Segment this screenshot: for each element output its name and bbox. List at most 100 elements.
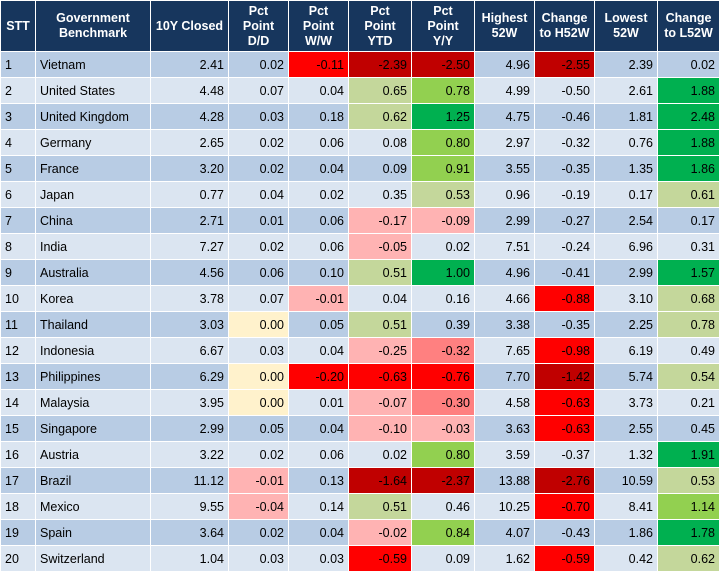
cell-pct-ytd: 0.02 <box>348 441 412 468</box>
cell-stt: 8 <box>0 233 36 260</box>
cell-highest-52w: 3.38 <box>474 311 535 338</box>
cell-pct-ww: 0.03 <box>288 545 349 572</box>
cell-10y-closed: 2.41 <box>150 51 229 78</box>
cell-pct-ww: 0.18 <box>288 103 349 130</box>
table-row: 7 China 2.71 0.01 0.06 -0.17 -0.09 2.99 -0.27 2.5… <box>0 207 720 234</box>
cell-pct-ww: 0.14 <box>288 493 349 520</box>
header-stt: STT <box>0 0 36 52</box>
cell-10y-closed: 6.29 <box>150 363 229 390</box>
cell-pct-ww: -0.11 <box>288 51 349 78</box>
cell-change-h52w: -2.76 <box>534 467 595 494</box>
cell-pct-dd: 0.02 <box>228 51 289 78</box>
cell-pct-ytd: -1.64 <box>348 467 412 494</box>
cell-pct-yy: -2.37 <box>411 467 475 494</box>
cell-change-h52w: -2.55 <box>534 51 595 78</box>
cell-highest-52w: 2.99 <box>474 207 535 234</box>
cell-country: Malaysia <box>35 389 151 416</box>
cell-10y-closed: 11.12 <box>150 467 229 494</box>
cell-change-h52w: -0.46 <box>534 103 595 130</box>
cell-10y-closed: 0.77 <box>150 181 229 208</box>
cell-lowest-52w: 6.19 <box>594 337 658 364</box>
cell-pct-dd: -0.04 <box>228 493 289 520</box>
table-body: 1 Vietnam 2.41 0.02 -0.11 -2.39 -2.50 4.96 -2.55… <box>0 51 720 572</box>
header-benchmark: Government Benchmark <box>35 0 151 52</box>
cell-10y-closed: 3.95 <box>150 389 229 416</box>
cell-country: Vietnam <box>35 51 151 78</box>
cell-stt: 14 <box>0 389 36 416</box>
cell-change-h52w: -0.41 <box>534 259 595 286</box>
cell-highest-52w: 1.62 <box>474 545 535 572</box>
table-row: 20 Switzerland 1.04 0.03 0.03 -0.59 0.09 1.62 -0… <box>0 545 720 572</box>
cell-pct-ytd: -0.17 <box>348 207 412 234</box>
cell-change-h52w: -0.24 <box>534 233 595 260</box>
cell-change-l52w: 0.49 <box>657 337 720 364</box>
cell-10y-closed: 2.71 <box>150 207 229 234</box>
cell-highest-52w: 0.96 <box>474 181 535 208</box>
cell-change-h52w: -0.59 <box>534 545 595 572</box>
cell-country: Switzerland <box>35 545 151 572</box>
cell-lowest-52w: 10.59 <box>594 467 658 494</box>
cell-country: Singapore <box>35 415 151 442</box>
header-change-l52w: Change to L52W <box>657 0 720 52</box>
cell-highest-52w: 4.96 <box>474 51 535 78</box>
cell-pct-ytd: 0.65 <box>348 77 412 104</box>
cell-highest-52w: 3.55 <box>474 155 535 182</box>
cell-country: Austria <box>35 441 151 468</box>
cell-pct-ww: 0.06 <box>288 441 349 468</box>
cell-stt: 7 <box>0 207 36 234</box>
table-row: 9 Australia 4.56 0.06 0.10 0.51 1.00 4.96 -0.41 2… <box>0 259 720 286</box>
cell-country: Brazil <box>35 467 151 494</box>
cell-pct-yy: 0.91 <box>411 155 475 182</box>
cell-pct-dd: 0.02 <box>228 441 289 468</box>
cell-10y-closed: 1.04 <box>150 545 229 572</box>
header-change-h52w: Change to H52W <box>534 0 595 52</box>
cell-change-l52w: 0.54 <box>657 363 720 390</box>
cell-lowest-52w: 0.42 <box>594 545 658 572</box>
header-pct-ww: Pct Point W/W <box>288 0 349 52</box>
cell-pct-yy: 1.25 <box>411 103 475 130</box>
cell-pct-yy: 0.46 <box>411 493 475 520</box>
cell-pct-ww: 0.04 <box>288 415 349 442</box>
cell-stt: 9 <box>0 259 36 286</box>
cell-stt: 17 <box>0 467 36 494</box>
cell-change-l52w: 0.21 <box>657 389 720 416</box>
cell-pct-dd: 0.02 <box>228 155 289 182</box>
cell-stt: 4 <box>0 129 36 156</box>
header-10y-closed: 10Y Closed <box>150 0 229 52</box>
table-row: 3 United Kingdom 4.28 0.03 0.18 0.62 1.25 4.75-… <box>0 103 720 130</box>
cell-change-l52w: 1.14 <box>657 493 720 520</box>
table-row: 1 Vietnam 2.41 0.02 -0.11 -2.39 -2.50 4.96 -2.55… <box>0 51 720 78</box>
table-row: 5 France 3.20 0.02 0.04 0.09 0.91 3.55 -0.35 1.35… <box>0 155 720 182</box>
cell-change-l52w: 1.88 <box>657 77 720 104</box>
cell-lowest-52w: 2.61 <box>594 77 658 104</box>
cell-highest-52w: 4.66 <box>474 285 535 312</box>
cell-stt: 15 <box>0 415 36 442</box>
table-row: 8 India 7.27 0.02 0.06 -0.05 0.02 7.51 -0.24 6.96… <box>0 233 720 260</box>
cell-lowest-52w: 2.39 <box>594 51 658 78</box>
cell-change-l52w: 0.02 <box>657 51 720 78</box>
cell-pct-yy: 0.39 <box>411 311 475 338</box>
cell-change-h52w: -0.37 <box>534 441 595 468</box>
cell-change-h52w: -0.35 <box>534 311 595 338</box>
cell-change-l52w: 1.88 <box>657 129 720 156</box>
cell-pct-yy: -0.03 <box>411 415 475 442</box>
cell-10y-closed: 3.64 <box>150 519 229 546</box>
cell-pct-ytd: -0.02 <box>348 519 412 546</box>
cell-change-h52w: -0.43 <box>534 519 595 546</box>
cell-change-l52w: 0.31 <box>657 233 720 260</box>
cell-change-h52w: -0.27 <box>534 207 595 234</box>
cell-lowest-52w: 1.86 <box>594 519 658 546</box>
header-pct-dd: Pct Point D/D <box>228 0 289 52</box>
cell-highest-52w: 3.63 <box>474 415 535 442</box>
cell-pct-ytd: 0.35 <box>348 181 412 208</box>
cell-lowest-52w: 2.25 <box>594 311 658 338</box>
cell-pct-dd: -0.01 <box>228 467 289 494</box>
cell-change-l52w: 0.68 <box>657 285 720 312</box>
cell-lowest-52w: 6.96 <box>594 233 658 260</box>
cell-lowest-52w: 0.76 <box>594 129 658 156</box>
table-row: 6 Japan 0.77 0.04 0.02 0.35 0.53 0.96 -0.19 0.17 0… <box>0 181 720 208</box>
cell-pct-dd: 0.00 <box>228 363 289 390</box>
cell-pct-ytd: -0.25 <box>348 337 412 364</box>
cell-change-h52w: -1.42 <box>534 363 595 390</box>
cell-country: Japan <box>35 181 151 208</box>
